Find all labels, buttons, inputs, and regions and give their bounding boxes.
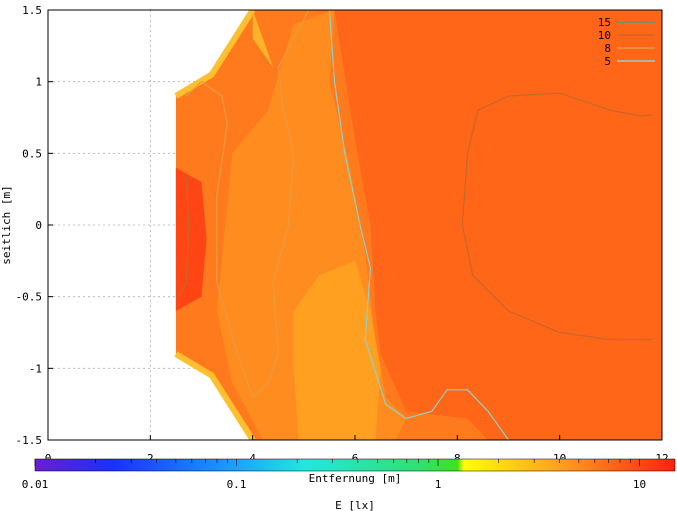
legend-label: 10 [598,29,611,42]
x-tick-label: 2 [147,452,154,465]
y-tick-label: 1 [35,76,42,89]
y-tick-label: 1.5 [22,4,42,17]
region-level-5 [252,10,274,68]
contour-10 [177,174,190,297]
contour-5 [328,10,509,440]
contour-10 [461,153,652,341]
x-tick-label: 6 [352,452,359,465]
y-tick-label: -1 [29,362,42,375]
contour-10 [467,92,652,154]
x-tick-label: 4 [249,452,256,465]
contour-lines [177,10,652,440]
y-tick-label: 0 [35,219,42,232]
region-level-5 [293,260,381,440]
colorbar-tick-label: 10 [633,478,646,491]
region-edge-top [174,10,256,99]
x-tick-label: 8 [454,452,461,465]
colorbar-tick-label: 0.1 [227,478,247,491]
y-tick-label: -0.5 [16,291,43,304]
region-level-10 [175,10,662,440]
y-axis-label: seitlich [m] [0,185,13,264]
legend-label: 8 [604,42,611,55]
region-level-15 [175,167,207,311]
heatmap-regions [174,10,662,440]
y-tick-label: 0.5 [22,147,42,160]
colorbar-tick-label: 1 [435,478,442,491]
colorbar-label: E [lx] [335,499,375,511]
y-tick-label: -1.5 [16,434,43,447]
x-axis-label: Entfernung [m] [309,472,402,485]
colorbar-tick-label: 0.01 [22,478,49,491]
colorbar-axis: 0.01 0.1 1 10 [22,459,646,491]
region-edge-bottom [174,351,256,440]
legend-label: 15 [598,16,611,29]
x-tick-label: 0 [45,452,52,465]
legend-label: 5 [604,55,611,68]
contour-8 [185,10,310,399]
y-axis: 1.5 1 0.5 0 -0.5 -1 -1.5 [16,4,53,447]
